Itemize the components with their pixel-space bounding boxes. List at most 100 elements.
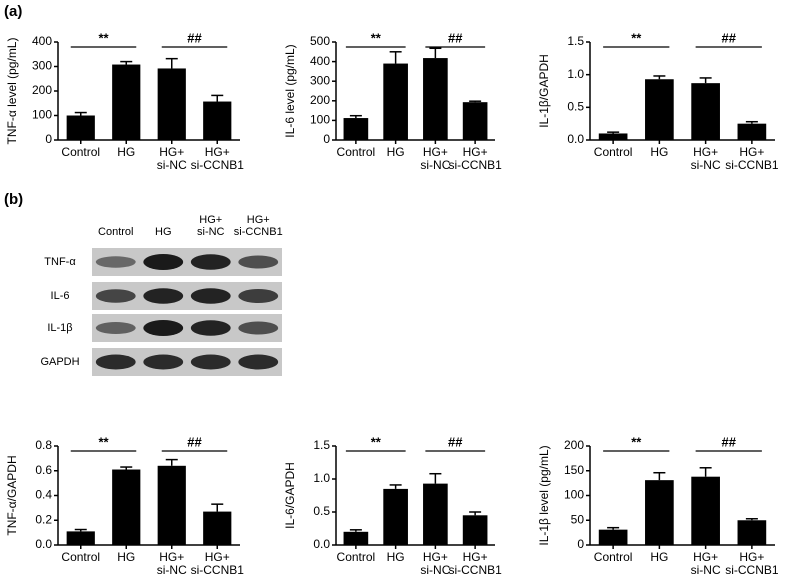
bar [423, 483, 448, 545]
blot-band [238, 255, 279, 269]
blot-row-label: TNF-α [44, 256, 76, 268]
y-tick-label: 400 [32, 34, 52, 48]
y-axis-title: IL-6/GAPDH [283, 462, 297, 529]
significance-label: ## [187, 30, 202, 45]
lane-label: si-CCNB1 [234, 226, 283, 238]
y-tick-label: 0 [577, 537, 584, 551]
blot-band [143, 288, 184, 304]
x-tick-label: si-CCNB1 [725, 158, 779, 172]
bar [112, 64, 141, 140]
x-tick-label: si-CCNB1 [725, 563, 779, 575]
x-tick-label: Control [337, 550, 376, 564]
x-tick-label: si-CCNB1 [191, 563, 245, 575]
blot-band [95, 322, 136, 334]
y-tick-label: 300 [32, 59, 52, 73]
blot-band [95, 354, 136, 370]
bar [343, 531, 369, 545]
blot-band [238, 354, 279, 370]
blot-band [143, 254, 184, 270]
bar [645, 79, 674, 140]
significance-label: ** [631, 434, 642, 449]
panel-label: (a) [4, 3, 22, 20]
blot-band [143, 354, 184, 370]
x-tick-label: Control [594, 145, 633, 159]
bar [423, 58, 448, 140]
blot-band [238, 289, 279, 303]
x-tick-label: si-CCNB1 [448, 563, 502, 575]
x-tick-label: si-NC [691, 563, 721, 575]
y-axis-title: IL-1β/GAPDH [537, 54, 551, 128]
y-tick-label: 1.5 [567, 34, 584, 48]
x-tick-label: HG+ [205, 550, 230, 564]
bar [691, 476, 720, 545]
bar [462, 102, 488, 140]
significance-label: ## [722, 30, 737, 45]
y-tick-label: 150 [564, 463, 584, 477]
significance-label: ** [98, 30, 109, 45]
y-tick-label: 0.6 [35, 463, 52, 477]
x-tick-label: HG+ [693, 550, 718, 564]
y-tick-label: 1.0 [313, 471, 330, 485]
y-tick-label: 100 [564, 488, 584, 502]
bar [203, 511, 232, 545]
bar [112, 469, 141, 545]
lane-label: HG [155, 226, 172, 238]
y-tick-label: 0.2 [35, 512, 52, 526]
y-tick-label: 500 [310, 34, 330, 48]
significance-label: ** [371, 434, 382, 449]
panel-label: (b) [4, 191, 23, 208]
x-tick-label: si-NC [691, 158, 721, 172]
y-tick-label: 1.5 [313, 438, 330, 452]
bar [157, 465, 186, 545]
bar [383, 63, 408, 141]
x-tick-label: HG+ [205, 145, 230, 159]
lane-label: HG+ [247, 214, 270, 226]
y-tick-label: 0.0 [567, 132, 584, 146]
x-tick-label: HG+ [159, 145, 184, 159]
blot-row-label: GAPDH [40, 356, 79, 368]
y-axis-title: TNF-α level (pg/mL) [5, 38, 19, 145]
bar [66, 115, 95, 140]
significance-label: ## [187, 434, 202, 449]
blot-band [143, 320, 184, 336]
x-tick-label: HG+ [739, 550, 764, 564]
x-tick-label: HG+ [463, 550, 488, 564]
bar [157, 68, 186, 140]
significance-label: ## [448, 30, 463, 45]
significance-label: ## [722, 434, 737, 449]
x-tick-label: HG [650, 550, 668, 564]
x-tick-label: Control [594, 550, 633, 564]
y-tick-label: 1.0 [567, 67, 584, 81]
y-axis-title: IL-1β level (pg/mL) [537, 445, 551, 545]
y-tick-label: 100 [32, 108, 52, 122]
x-tick-label: HG [387, 145, 405, 159]
blot-band [238, 321, 279, 335]
bar [737, 123, 767, 140]
bar [462, 515, 488, 545]
x-tick-label: HG [117, 550, 135, 564]
y-tick-label: 200 [564, 438, 584, 452]
x-tick-label: Control [61, 145, 100, 159]
x-tick-label: HG [387, 550, 405, 564]
y-tick-label: 300 [310, 73, 330, 87]
x-tick-label: si-CCNB1 [448, 158, 502, 172]
blot-band [190, 320, 231, 336]
bar [598, 133, 628, 140]
y-tick-label: 0 [45, 132, 52, 146]
y-tick-label: 400 [310, 54, 330, 68]
x-tick-label: HG+ [739, 145, 764, 159]
bar [343, 118, 369, 140]
x-tick-label: HG+ [159, 550, 184, 564]
significance-label: ** [98, 434, 109, 449]
bar [66, 531, 95, 545]
significance-label: ** [371, 30, 382, 45]
blot-band [95, 256, 136, 268]
x-tick-label: HG+ [423, 550, 448, 564]
bar [203, 101, 232, 140]
y-tick-label: 100 [310, 113, 330, 127]
y-tick-label: 0.5 [567, 100, 584, 114]
bar [598, 529, 628, 545]
blot-row-label: IL-6 [51, 290, 70, 302]
y-tick-label: 0 [323, 132, 330, 146]
